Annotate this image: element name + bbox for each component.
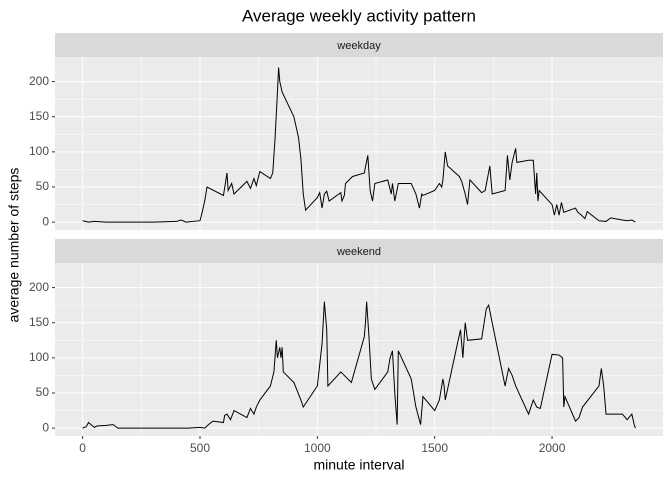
x-tick-label: 0 (79, 441, 86, 455)
x-tick-label: 2000 (539, 441, 566, 455)
y-tick-label: 200 (29, 280, 49, 294)
strip-label: weekend (336, 246, 381, 258)
y-axis-label: average number of steps (6, 168, 22, 323)
x-tick-label: 500 (190, 441, 210, 455)
y-tick-label: 100 (29, 350, 49, 364)
x-tick-label: 1500 (421, 441, 448, 455)
y-tick-label: 0 (42, 214, 49, 228)
panel (55, 263, 663, 436)
y-tick-label: 50 (36, 385, 50, 399)
y-tick-label: 200 (29, 74, 49, 88)
y-tick-label: 50 (36, 179, 50, 193)
line (82, 67, 636, 223)
x-axis-label: minute interval (313, 457, 404, 473)
panel (55, 57, 663, 230)
y-tick-label: 150 (29, 109, 49, 123)
strip (55, 33, 663, 57)
strip (55, 239, 663, 263)
line (82, 301, 636, 429)
y-tick-label: 0 (42, 420, 49, 434)
y-tick-label: 150 (29, 315, 49, 329)
y-tick-label: 100 (29, 144, 49, 158)
strip-label: weekday (336, 40, 381, 52)
x-tick-label: 1000 (304, 441, 331, 455)
chart-title: Average weekly activity pattern (242, 6, 476, 25)
